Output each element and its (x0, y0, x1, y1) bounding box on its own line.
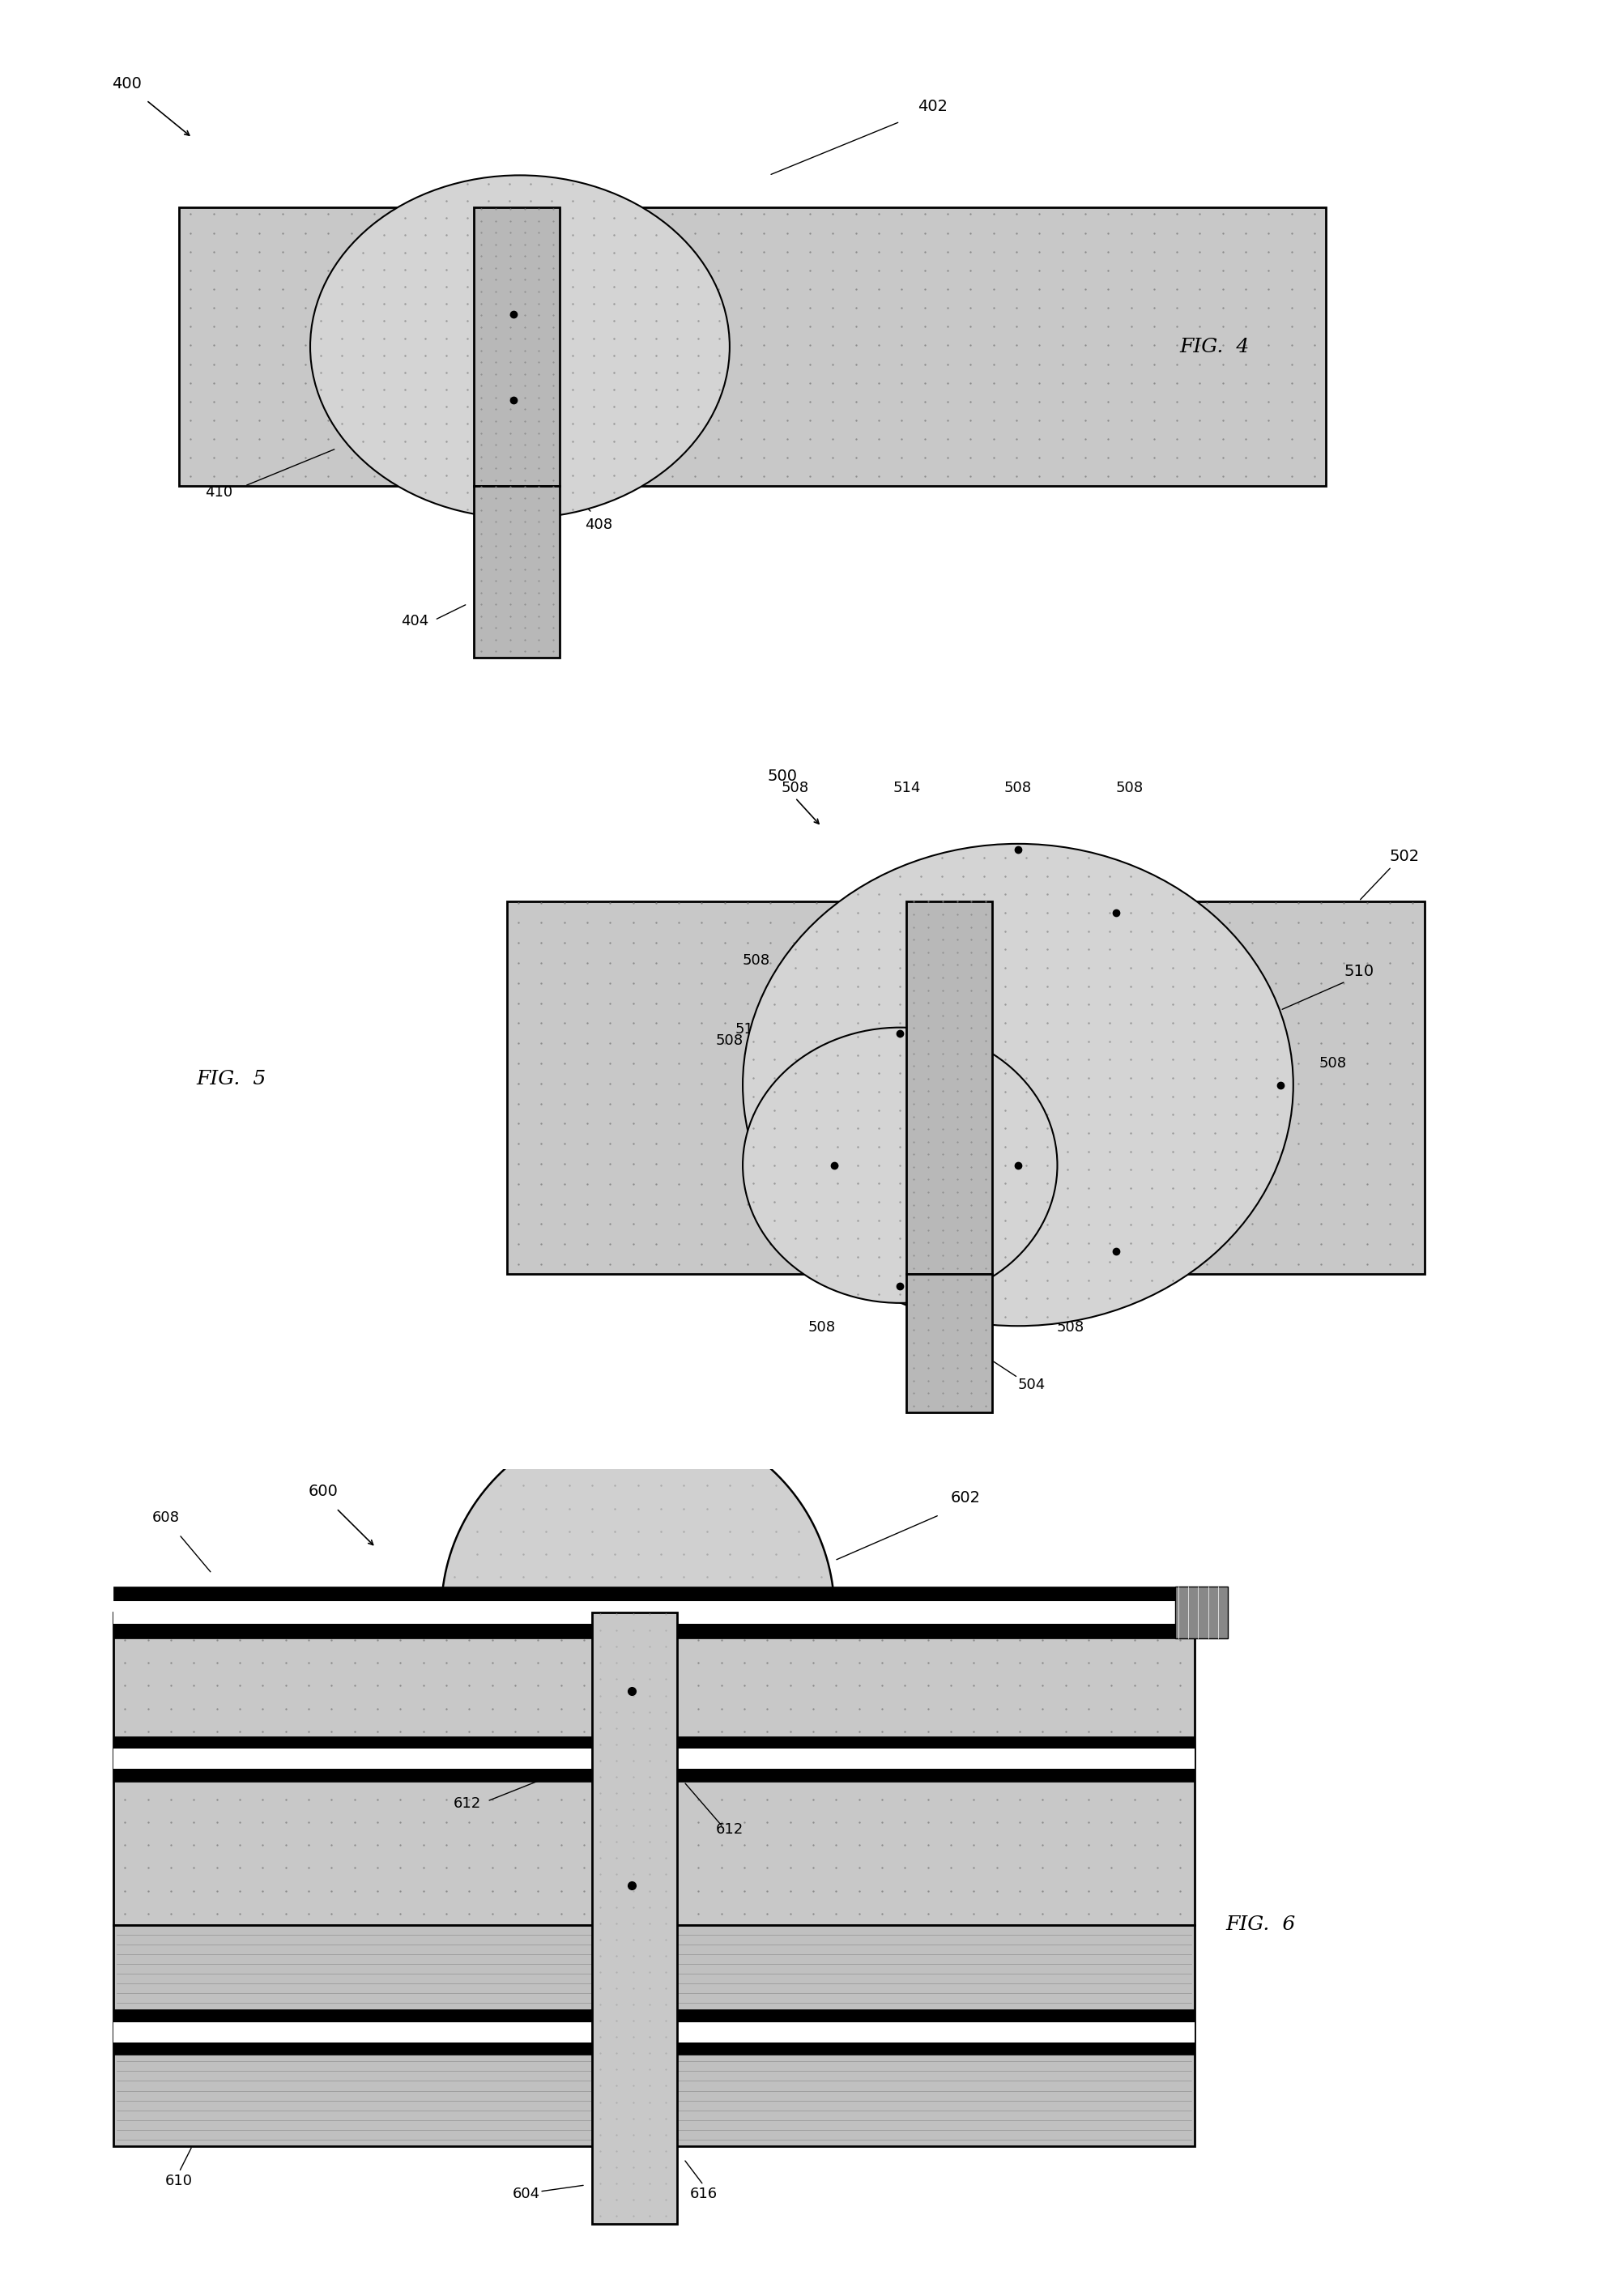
Text: 508: 508 (807, 1320, 835, 1334)
Text: 410: 410 (205, 484, 232, 501)
Text: FIG.  4: FIG. 4 (1179, 338, 1250, 356)
Text: 508: 508 (1057, 1320, 1085, 1334)
Polygon shape (441, 1417, 835, 1612)
Text: 508: 508 (1318, 1056, 1346, 1070)
Bar (506, 900, 1424, 1274)
Text: 608: 608 (152, 1511, 179, 1525)
Text: 600: 600 (308, 1483, 338, 1499)
Text: 508: 508 (1004, 781, 1032, 794)
Bar (114, 1612, 1195, 1924)
Text: 606: 606 (505, 1522, 535, 1538)
Bar (114, 2023, 1195, 2041)
Text: 510: 510 (1344, 964, 1375, 978)
Bar (114, 2009, 1195, 2055)
Text: 506: 506 (939, 1052, 966, 1065)
Text: 402: 402 (918, 99, 948, 115)
Bar (114, 1736, 1195, 1782)
Bar (114, 1587, 1195, 1639)
Text: 508: 508 (782, 781, 809, 794)
Bar (474, 207, 559, 487)
Bar (114, 1750, 1195, 1768)
Text: 612: 612 (453, 1795, 481, 1812)
Text: 502: 502 (1389, 850, 1419, 863)
Text: 512: 512 (735, 1022, 763, 1035)
Text: 406: 406 (400, 271, 429, 285)
Bar (907, 900, 992, 1274)
Circle shape (743, 843, 1293, 1327)
Text: FIG.  5: FIG. 5 (197, 1070, 266, 1088)
Text: 612: 612 (716, 1823, 743, 1837)
Text: FIG.  6: FIG. 6 (1226, 1915, 1296, 1933)
Text: 408: 408 (585, 517, 612, 533)
Bar (114, 1600, 1195, 1623)
Bar (474, 487, 559, 657)
Text: 504: 504 (1017, 1378, 1046, 1391)
Circle shape (311, 174, 729, 519)
Bar (907, 1274, 992, 1412)
Text: 614: 614 (623, 1490, 654, 1506)
Text: 508: 508 (1115, 781, 1144, 794)
Text: 610: 610 (165, 2174, 192, 2188)
Bar (1176, 1587, 1227, 1639)
Text: 616: 616 (689, 2186, 718, 2202)
Text: 500: 500 (767, 769, 798, 783)
Circle shape (743, 1026, 1057, 1302)
Text: 602: 602 (950, 1490, 980, 1506)
Text: 508: 508 (716, 1033, 743, 1047)
Text: 508: 508 (742, 953, 769, 967)
Bar (593, 1612, 678, 2225)
Text: 404: 404 (400, 613, 429, 629)
Bar (179, 207, 1326, 487)
Text: 514: 514 (892, 781, 921, 794)
Text: 400: 400 (112, 76, 141, 92)
Bar (114, 1924, 1195, 2147)
Text: 604: 604 (513, 2186, 540, 2202)
